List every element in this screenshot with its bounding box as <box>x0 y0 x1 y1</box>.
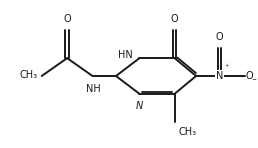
Text: CH₃: CH₃ <box>179 127 197 136</box>
Text: HN: HN <box>118 50 133 60</box>
Text: $^-$: $^-$ <box>250 75 257 85</box>
Text: $^+$: $^+$ <box>223 64 230 70</box>
Text: O: O <box>63 15 71 24</box>
Text: O: O <box>171 15 179 24</box>
Text: N: N <box>216 71 223 81</box>
Text: CH₃: CH₃ <box>20 70 38 80</box>
Text: NH: NH <box>86 84 101 94</box>
Text: N: N <box>136 101 143 111</box>
Text: O: O <box>216 32 223 42</box>
Text: O: O <box>246 71 254 81</box>
